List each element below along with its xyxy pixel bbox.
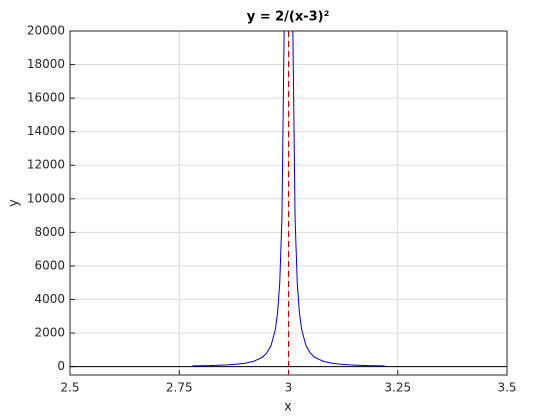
- y-tick-label: 4000: [34, 292, 65, 306]
- x-axis-label: x: [284, 400, 292, 415]
- y-tick-label: 0: [57, 359, 65, 373]
- x-tick-label: 3.25: [384, 381, 411, 395]
- axes-box: [69, 30, 508, 376]
- x-tick-label: 3: [285, 381, 293, 395]
- chart-title: y = 2/(x-3)²: [247, 10, 330, 25]
- y-axis-label: y: [7, 199, 22, 207]
- plot-lines: [70, 31, 507, 375]
- y-tick-label: 18000: [27, 57, 65, 71]
- y-tick-label: 12000: [27, 158, 65, 172]
- y-tick-label: 14000: [27, 124, 65, 138]
- y-tick-label: 20000: [27, 24, 65, 38]
- y-tick-label: 6000: [34, 258, 65, 272]
- x-tick-label: 3.5: [497, 381, 516, 395]
- x-tick-label: 2.5: [60, 381, 79, 395]
- y-tick-label: 2000: [34, 326, 65, 340]
- x-tick-label: 2.75: [166, 381, 193, 395]
- y-tick-label: 16000: [27, 91, 65, 105]
- y-tick-label: 8000: [34, 225, 65, 239]
- y-tick-label: 10000: [27, 191, 65, 205]
- line-series: [192, 31, 385, 367]
